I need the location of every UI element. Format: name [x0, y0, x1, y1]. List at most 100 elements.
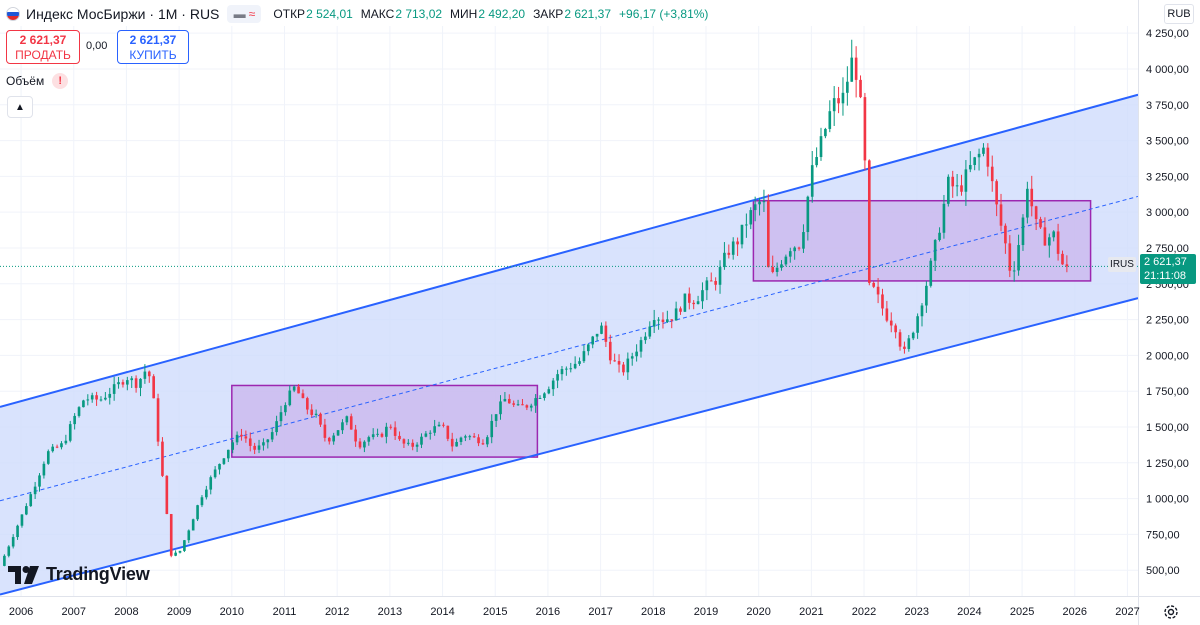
candle-body: [1021, 217, 1025, 246]
candle-body: [165, 475, 169, 515]
candle-body: [767, 201, 770, 268]
year-tick-label: 2027: [1115, 606, 1139, 618]
candle-body: [714, 280, 717, 285]
candle-body: [266, 439, 270, 443]
candle-body: [231, 442, 235, 450]
candle-body: [832, 98, 836, 112]
candle-body: [692, 302, 696, 305]
candle-body: [20, 514, 24, 526]
candle-body: [565, 368, 568, 370]
candle-body: [38, 475, 41, 487]
candle-body: [226, 449, 230, 459]
candle-body: [147, 371, 151, 377]
candle-body: [863, 97, 867, 161]
candle-body: [327, 437, 331, 442]
year-tick-label: 2014: [430, 606, 454, 618]
candle-body: [582, 351, 586, 362]
candle-body: [459, 437, 463, 442]
candle-body: [288, 390, 292, 406]
candle-body: [345, 416, 349, 423]
candle-body: [104, 397, 107, 400]
chevron-up-icon[interactable]: ▲: [7, 96, 33, 118]
candle-body: [977, 153, 981, 158]
candle-body: [490, 420, 494, 438]
wave-icon: ≈: [248, 7, 256, 21]
candle-body: [139, 378, 142, 388]
year-tick-label: 2023: [904, 606, 928, 618]
candle-body: [635, 351, 638, 357]
candle-body: [613, 360, 616, 362]
candle-body: [815, 157, 818, 166]
candle-body: [218, 463, 221, 470]
chart-mode-toggle[interactable]: ▬ ≈: [227, 5, 262, 23]
candle-body: [354, 429, 357, 442]
candle-body: [244, 436, 248, 439]
candle-body: [894, 325, 897, 333]
candle-body: [604, 325, 608, 342]
candle-body: [810, 165, 814, 197]
candle-body: [1056, 231, 1060, 254]
last-price-label: 2 621,37 21:11:08: [1140, 254, 1196, 284]
candle-body: [29, 494, 33, 507]
candle-body: [942, 203, 946, 233]
candle-body: [1012, 270, 1016, 272]
candle-body: [749, 210, 753, 225]
year-tick-label: 2006: [9, 606, 33, 618]
candle-body: [468, 436, 472, 438]
candle-body: [393, 427, 397, 436]
candle-body: [727, 252, 731, 255]
price-tick-label: 1 750,00: [1146, 386, 1189, 398]
candle-body: [420, 436, 423, 445]
year-tick-label: 2021: [799, 606, 823, 618]
candle-body: [117, 382, 120, 385]
channel-median-line: [0, 195, 1139, 502]
candle-body: [788, 251, 792, 257]
candle-body: [657, 319, 660, 321]
candle-body: [709, 280, 713, 282]
candle-body: [1026, 188, 1029, 218]
candle-body: [630, 356, 634, 359]
candle-body: [990, 166, 994, 182]
candle-body: [867, 160, 871, 283]
candle-body: [68, 424, 72, 441]
volume-indicator[interactable]: Объём !: [6, 73, 69, 89]
candle-body: [82, 400, 85, 408]
candle-body: [77, 407, 81, 416]
candle-body: [275, 421, 278, 433]
candle-body: [591, 336, 595, 345]
candle-body: [670, 319, 674, 321]
candle-body: [380, 433, 384, 437]
candle-body: [262, 442, 265, 446]
buy-button[interactable]: 2 621,37 КУПИТЬ: [117, 30, 189, 64]
candle-body: [209, 477, 213, 490]
candle-body: [178, 550, 182, 553]
candle-body: [600, 325, 603, 334]
candle-body: [3, 555, 6, 566]
warning-icon[interactable]: !: [52, 73, 69, 89]
candle-body: [1043, 227, 1047, 246]
ohlc-open: ОТКР2 524,01: [273, 7, 353, 21]
year-tick-label: 2025: [1010, 606, 1034, 618]
sell-price: 2 621,37: [19, 33, 67, 47]
candle-body: [1004, 225, 1007, 244]
candle-body: [947, 176, 950, 204]
currency-select[interactable]: RUB: [1164, 4, 1194, 24]
candle-body: [512, 403, 515, 405]
price-tick-label: 3 000,00: [1146, 207, 1189, 219]
symbol-title[interactable]: Индекс МосБиржи · 1М · RUS: [26, 6, 220, 22]
sell-button[interactable]: 2 621,37 ПРОДАТЬ: [6, 30, 80, 64]
year-tick-label: 2020: [746, 606, 770, 618]
year-tick-label: 2013: [378, 606, 402, 618]
candle-body: [731, 241, 735, 255]
candle-body: [925, 285, 928, 306]
candle-body: [674, 308, 678, 321]
tradingview-logo[interactable]: TradingView: [8, 564, 150, 585]
candle-body: [889, 320, 893, 326]
candle-body: [648, 326, 652, 337]
candle-body: [547, 389, 551, 394]
gear-icon[interactable]: [1162, 603, 1180, 621]
candle-body: [319, 413, 322, 425]
candle-body: [130, 378, 134, 381]
